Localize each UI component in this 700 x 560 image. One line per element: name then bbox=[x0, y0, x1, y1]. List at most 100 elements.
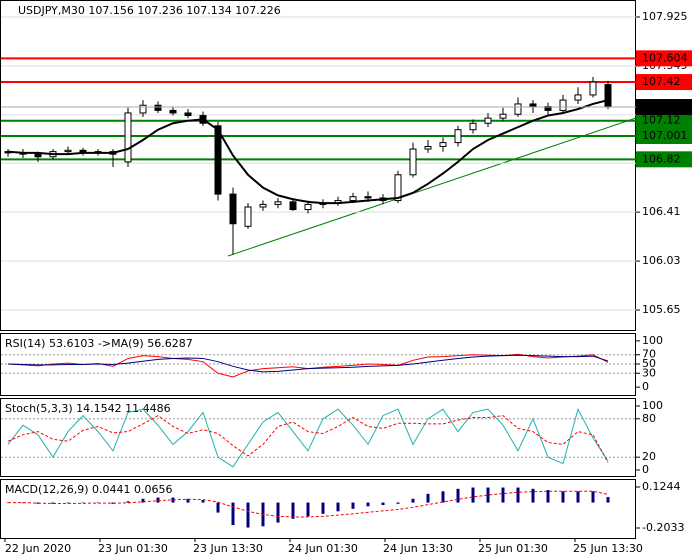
macd-frame bbox=[0, 479, 636, 539]
candle-body bbox=[454, 129, 462, 144]
x-tick-label: 23 Jun 01:30 bbox=[98, 542, 168, 555]
y-tick-label: 107.925 bbox=[642, 10, 688, 23]
candle-body bbox=[154, 104, 162, 111]
level-label: 107.12 bbox=[642, 114, 681, 127]
macd-bar bbox=[561, 491, 565, 503]
macd-bar bbox=[546, 490, 550, 503]
macd-bar bbox=[486, 487, 490, 503]
macd-bar bbox=[531, 488, 535, 503]
macd-bar bbox=[426, 493, 430, 503]
trend-line bbox=[227, 117, 637, 257]
macd-bar bbox=[81, 502, 85, 504]
indicator-line bbox=[7, 407, 609, 468]
level-label: 107.001 bbox=[642, 129, 688, 142]
candle-body bbox=[64, 149, 72, 153]
y-tick-label: 106.03 bbox=[642, 254, 681, 267]
last-price-tag bbox=[636, 99, 692, 116]
macd-bar bbox=[411, 498, 415, 503]
macd-bar bbox=[66, 502, 70, 504]
macd-bar bbox=[126, 501, 130, 503]
rsi-frame bbox=[0, 333, 636, 396]
panel-title: RSI(14) 53.6103 ->MA(9) 56.6287 bbox=[5, 337, 193, 350]
candle-body bbox=[139, 104, 147, 114]
candle-body bbox=[499, 113, 507, 119]
macd-bar bbox=[246, 502, 250, 528]
level-tag bbox=[636, 128, 692, 145]
level-tag bbox=[636, 112, 692, 129]
x-tick-label: 25 Jun 13:30 bbox=[573, 542, 643, 555]
macd-bar bbox=[501, 487, 505, 503]
candle-body bbox=[409, 148, 417, 176]
level-label: 106.82 bbox=[642, 152, 681, 165]
y-tick-label: 106.41 bbox=[642, 205, 681, 218]
candle-body bbox=[349, 196, 357, 202]
candle-body bbox=[514, 103, 522, 115]
macd-bar bbox=[606, 497, 610, 503]
y-tick-label: 0 bbox=[642, 463, 649, 476]
candle-body bbox=[589, 81, 597, 96]
level-label: 107.42 bbox=[642, 75, 681, 88]
main-frame bbox=[0, 0, 636, 331]
candle-body bbox=[229, 193, 237, 225]
candle-body bbox=[604, 84, 612, 108]
candle-body bbox=[469, 122, 477, 131]
x-tick-label: 23 Jun 13:30 bbox=[193, 542, 263, 555]
ma-line bbox=[7, 99, 609, 205]
macd-bar bbox=[276, 502, 280, 523]
candle-body bbox=[34, 153, 42, 158]
candle-body bbox=[184, 112, 192, 117]
candle-body bbox=[304, 203, 312, 211]
x-tick-label: 22 Jun 2020 bbox=[5, 542, 71, 555]
x-tick-label: 25 Jun 01:30 bbox=[478, 542, 548, 555]
candle-body bbox=[574, 94, 582, 101]
macd-bar bbox=[516, 487, 520, 503]
macd-bar bbox=[291, 502, 295, 519]
candle-body bbox=[529, 103, 537, 108]
candle-body bbox=[124, 112, 132, 163]
macd-bar bbox=[471, 487, 475, 503]
candle-body bbox=[544, 106, 552, 111]
y-tick-label: 50 bbox=[642, 357, 656, 370]
macd-bar bbox=[591, 491, 595, 503]
level-label: 107.604 bbox=[642, 51, 688, 64]
panel-title: Stoch(5,3,3) 14.1542 11.4486 bbox=[5, 402, 171, 415]
candle-body bbox=[214, 125, 222, 195]
x-tick-label: 24 Jun 01:30 bbox=[288, 542, 358, 555]
y-tick-label: -0.2033 bbox=[642, 521, 684, 534]
y-tick-label: 100 bbox=[642, 399, 663, 412]
candle-body bbox=[259, 203, 267, 208]
stoch-frame bbox=[0, 398, 636, 477]
candle-body bbox=[169, 109, 177, 114]
last-price-label: 107.226 bbox=[642, 100, 688, 113]
macd-bar bbox=[351, 502, 355, 509]
macd-signal bbox=[8, 490, 609, 518]
candle-body bbox=[244, 206, 252, 227]
y-tick-label: 80 bbox=[642, 412, 656, 425]
level-tag bbox=[636, 151, 692, 168]
candle-body bbox=[559, 99, 567, 111]
macd-bar bbox=[156, 497, 160, 503]
y-tick-label: 70 bbox=[642, 348, 656, 361]
macd-bar bbox=[381, 502, 385, 506]
level-tag bbox=[636, 74, 692, 91]
candle-body bbox=[394, 174, 402, 202]
y-tick-label: 0.1244 bbox=[642, 480, 681, 493]
macd-bar bbox=[576, 491, 580, 503]
indicator-line bbox=[7, 415, 609, 463]
level-tag bbox=[636, 50, 692, 67]
y-tick-label: 30 bbox=[642, 366, 656, 379]
candle-body bbox=[424, 145, 432, 150]
macd-bar bbox=[336, 502, 340, 512]
indicator-line bbox=[7, 354, 609, 373]
candle-body bbox=[364, 196, 372, 199]
macd-bar bbox=[231, 502, 235, 526]
candle-body bbox=[289, 201, 297, 211]
macd-bar bbox=[321, 502, 325, 514]
y-tick-label: 100 bbox=[642, 334, 663, 347]
y-tick-label: 105.65 bbox=[642, 303, 681, 316]
macd-bar bbox=[141, 498, 145, 503]
macd-bar bbox=[216, 502, 220, 513]
candle-body bbox=[439, 142, 447, 147]
y-tick-label: 0 bbox=[642, 380, 649, 393]
